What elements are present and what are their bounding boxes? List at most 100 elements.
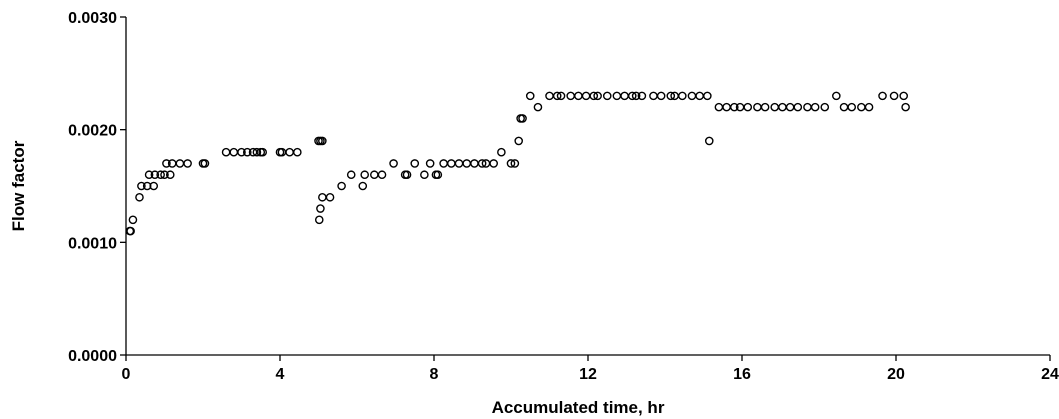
data-point <box>462 159 472 168</box>
data-point <box>695 91 704 101</box>
data-point <box>252 147 262 157</box>
x-tick-label: 8 <box>430 366 439 383</box>
data-point <box>803 102 812 112</box>
y-tick-label: 0.0020 <box>68 123 117 140</box>
x-axis-title: Accumulated time, hr <box>492 398 665 417</box>
data-point <box>899 91 909 101</box>
data-point <box>620 91 629 101</box>
data-point <box>760 102 770 112</box>
data-point <box>360 170 370 180</box>
data-point <box>144 170 154 180</box>
x-tick-label: 12 <box>579 366 597 383</box>
data-point <box>293 147 302 157</box>
data-point <box>439 159 448 168</box>
data-point <box>318 136 327 146</box>
data-point <box>506 159 516 168</box>
data-point <box>258 147 267 157</box>
data-point <box>631 91 641 101</box>
data-point <box>137 181 146 191</box>
data-point <box>510 159 520 168</box>
data-point <box>200 159 210 168</box>
data-point <box>649 91 658 101</box>
data-point <box>593 91 602 101</box>
data-point <box>229 147 239 157</box>
data-point <box>318 192 327 202</box>
data-point <box>847 102 857 112</box>
data-point <box>574 91 583 101</box>
data-point <box>703 91 712 101</box>
data-point <box>730 102 739 112</box>
data-point <box>285 147 294 157</box>
y-tick-label: 0.0010 <box>68 235 117 252</box>
data-point <box>656 91 666 101</box>
data-point <box>149 181 159 191</box>
chart-points <box>125 91 910 236</box>
x-tick-label: 4 <box>276 366 285 383</box>
data-point <box>778 102 787 112</box>
data-point <box>820 102 830 112</box>
data-point <box>552 91 562 101</box>
data-point <box>175 159 185 168</box>
data-point <box>533 102 543 112</box>
data-point <box>337 181 346 191</box>
data-point <box>314 215 324 225</box>
y-tick-label: 0.0030 <box>68 10 117 27</box>
data-point <box>346 170 356 180</box>
data-point <box>810 102 820 112</box>
data-point <box>864 102 874 112</box>
data-point <box>162 159 171 168</box>
data-point <box>857 102 866 112</box>
data-point <box>358 181 368 191</box>
data-point <box>722 102 731 112</box>
data-point <box>160 170 169 180</box>
data-point <box>402 170 412 180</box>
data-point <box>470 159 479 168</box>
data-point <box>901 102 910 112</box>
chart-axes <box>120 16 1051 361</box>
data-point <box>242 147 252 157</box>
data-point <box>514 136 524 146</box>
x-tick-label: 24 <box>1041 366 1059 383</box>
data-point <box>793 102 803 112</box>
data-point <box>770 102 780 112</box>
data-point <box>126 226 135 236</box>
data-point <box>370 170 379 180</box>
data-point <box>545 91 554 101</box>
data-point <box>589 91 599 101</box>
data-point <box>183 159 192 168</box>
data-point <box>377 170 387 180</box>
data-point <box>839 102 849 112</box>
data-point <box>743 102 753 112</box>
data-point <box>785 102 795 112</box>
data-point <box>753 102 762 112</box>
data-point <box>556 91 566 101</box>
data-point <box>135 192 144 202</box>
data-point <box>878 91 887 101</box>
data-point <box>150 170 160 180</box>
data-point <box>714 102 724 112</box>
data-point <box>666 91 676 101</box>
data-point <box>518 114 527 123</box>
data-point <box>325 192 335 202</box>
data-point <box>221 147 231 157</box>
x-tick-label: 0 <box>122 366 131 383</box>
y-tick-label: 0.0000 <box>68 348 117 365</box>
data-point <box>687 91 697 101</box>
data-point <box>627 91 637 101</box>
data-point <box>602 91 612 101</box>
data-point <box>612 91 622 101</box>
data-point <box>237 147 246 157</box>
data-point <box>489 159 498 168</box>
data-point <box>454 159 464 168</box>
data-point <box>156 170 165 180</box>
data-point <box>678 91 687 101</box>
data-point <box>165 170 175 180</box>
data-point <box>704 136 714 146</box>
data-point <box>832 91 841 101</box>
data-point <box>497 147 506 157</box>
data-point <box>420 170 429 180</box>
chart-labels: 0.0000 0.0010 0.0020 0.0030 0 4 8 12 16 20 24 Accum… <box>9 10 1059 417</box>
data-point <box>433 170 443 180</box>
x-tick-label: 20 <box>887 366 905 383</box>
